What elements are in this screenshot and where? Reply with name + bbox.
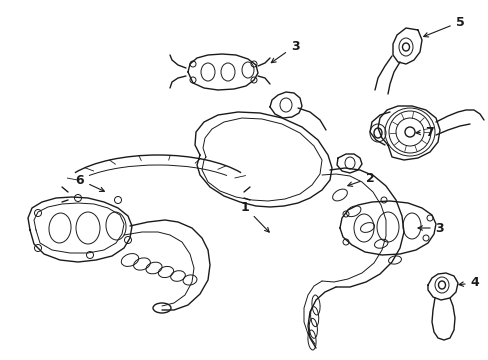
Ellipse shape <box>404 127 414 137</box>
Text: 7: 7 <box>415 126 433 139</box>
Text: 2: 2 <box>347 171 374 186</box>
Text: 3: 3 <box>417 221 444 234</box>
Text: 1: 1 <box>240 201 269 232</box>
Text: 3: 3 <box>271 40 299 63</box>
Text: 4: 4 <box>458 276 478 289</box>
Ellipse shape <box>373 128 381 138</box>
Text: 5: 5 <box>423 15 464 37</box>
Text: 6: 6 <box>76 174 104 192</box>
